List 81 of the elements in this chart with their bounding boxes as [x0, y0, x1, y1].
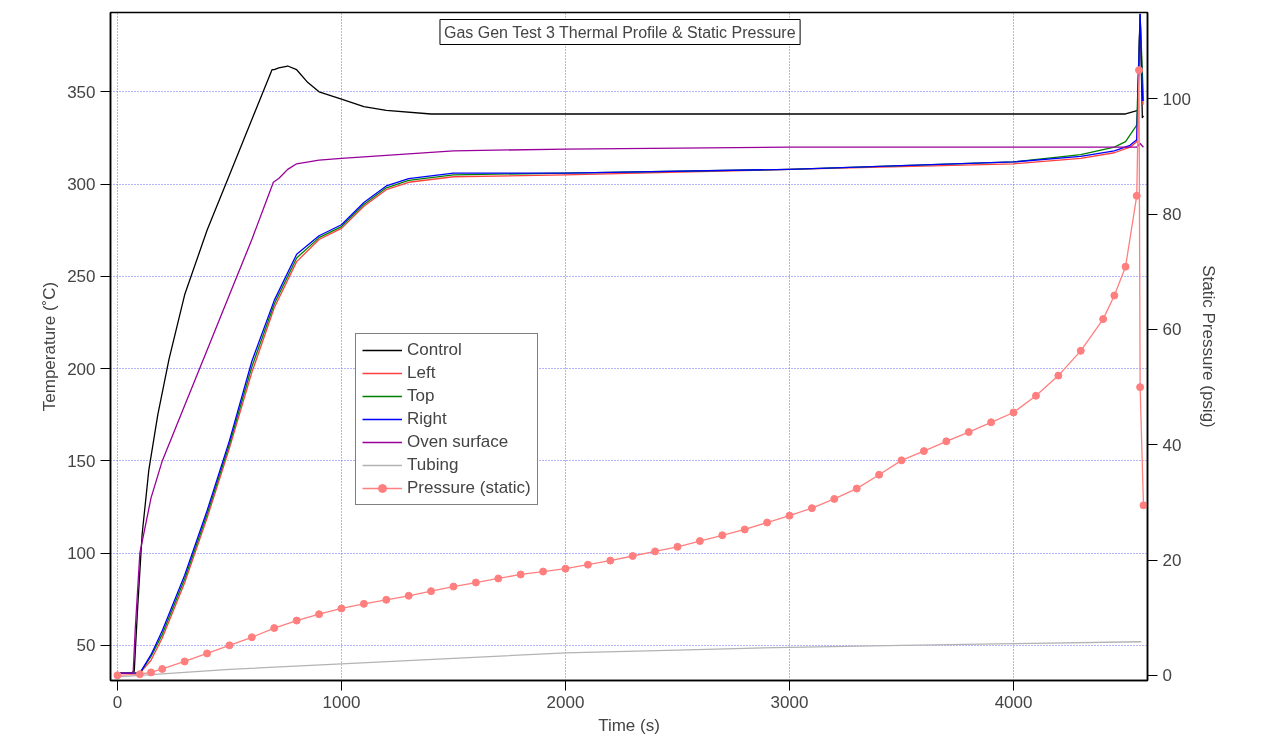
point — [1132, 191, 1141, 200]
point — [1110, 291, 1119, 300]
y-tick-label: 350 — [67, 82, 96, 102]
y2-tick-label: 100 — [1162, 89, 1191, 109]
point — [740, 525, 749, 534]
point — [763, 518, 772, 527]
x-tick-label: 3000 — [770, 692, 809, 712]
point — [404, 591, 413, 600]
point — [897, 456, 906, 465]
legend-label: Control — [407, 340, 462, 360]
legend-label: Right — [407, 409, 447, 429]
point — [1031, 391, 1040, 400]
point — [830, 494, 839, 503]
point — [270, 624, 279, 633]
text: Gas Gen Test 3 Thermal Profile & Static Pressure — [443, 23, 796, 41]
point — [919, 447, 928, 456]
point — [427, 587, 436, 596]
y2-tick-label: 60 — [1162, 320, 1182, 340]
legend-label: Top — [407, 386, 435, 406]
y2-tick-label: 80 — [1162, 205, 1182, 225]
point — [875, 470, 884, 479]
y-tick-label: 300 — [67, 175, 96, 195]
point — [135, 670, 144, 679]
y2-tick-label: 0 — [1162, 666, 1172, 686]
point — [382, 595, 391, 604]
point — [964, 428, 973, 437]
point — [1099, 315, 1108, 324]
point — [1054, 371, 1063, 380]
point — [180, 657, 189, 666]
point — [1136, 383, 1145, 392]
point — [337, 604, 346, 613]
point — [718, 531, 727, 540]
y-tick-label: 200 — [67, 359, 96, 379]
y-axis-title: Temperature (˚C) — [40, 281, 60, 412]
point — [852, 484, 861, 493]
point — [203, 649, 212, 658]
point — [539, 567, 548, 576]
point — [651, 547, 660, 556]
point — [1009, 408, 1018, 417]
point — [247, 633, 256, 642]
y2-tick-label: 20 — [1162, 551, 1182, 571]
point — [1076, 346, 1085, 355]
point — [807, 504, 816, 513]
point — [628, 552, 637, 560]
point — [673, 542, 682, 551]
point — [1139, 501, 1148, 510]
y2-tick-label: 40 — [1162, 435, 1182, 455]
point — [942, 437, 951, 446]
point — [1121, 262, 1130, 271]
y2-axis-title: Static Pressure (psig) — [1198, 265, 1218, 428]
point — [583, 560, 592, 569]
point — [494, 574, 503, 583]
x-tick-label: 0 — [112, 692, 123, 712]
x-tick-label: 4000 — [994, 692, 1033, 712]
legend-label: Pressure (static) — [407, 478, 531, 498]
point — [561, 564, 570, 573]
y-tick-label: 150 — [67, 451, 96, 471]
point — [516, 570, 525, 579]
point — [292, 616, 301, 625]
point — [449, 582, 458, 591]
legend-label: Tubing — [407, 455, 459, 475]
point — [113, 671, 122, 680]
y-tick-label: 100 — [67, 544, 96, 564]
point — [987, 418, 996, 427]
point — [225, 641, 234, 650]
point — [315, 610, 324, 619]
point — [695, 537, 704, 546]
legend-label: Left — [407, 363, 436, 383]
point — [606, 556, 615, 565]
point — [785, 511, 794, 520]
point — [147, 668, 156, 677]
x-tick-label: 2000 — [546, 692, 585, 712]
point — [359, 599, 368, 608]
point — [471, 578, 480, 587]
x-tick-label: 1000 — [322, 692, 361, 712]
y-tick-label: 50 — [76, 636, 96, 656]
legend-label: Oven surface — [407, 432, 509, 452]
point — [158, 664, 167, 673]
x-axis-title: Time (s) — [598, 715, 660, 735]
point — [1134, 66, 1143, 75]
y-tick-label: 250 — [67, 267, 96, 287]
